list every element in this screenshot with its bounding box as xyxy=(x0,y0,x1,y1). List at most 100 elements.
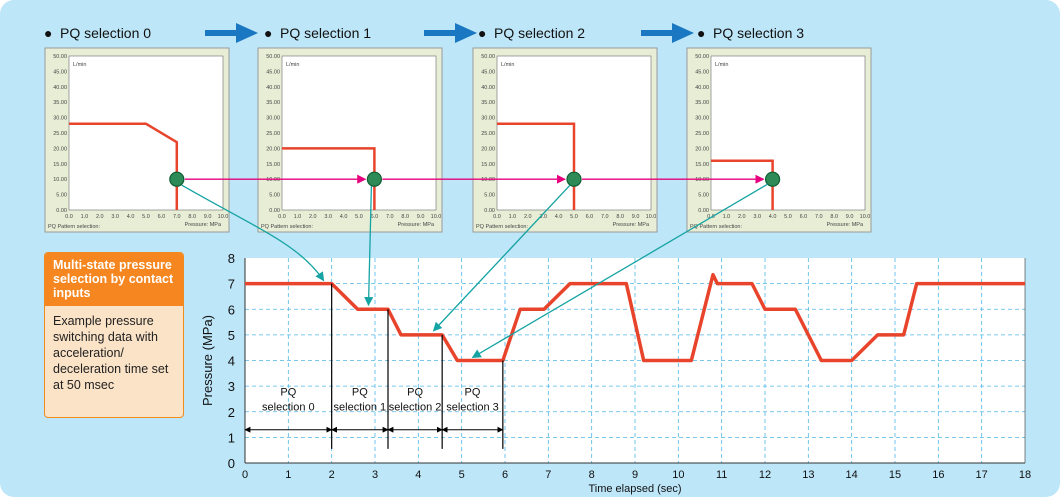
step-bullet-2: ● xyxy=(478,25,486,41)
pq-x-tick: 4.0 xyxy=(127,214,135,220)
pq-x-tick: 6.0 xyxy=(371,214,379,220)
pq-y-tick: 35.00 xyxy=(266,100,280,106)
pq-limit-curve xyxy=(711,159,774,210)
pq-x-tick: 9.0 xyxy=(846,214,854,220)
selection-span-label: PQ xyxy=(465,386,481,398)
pq-y-tick: 25.00 xyxy=(266,131,280,137)
y-tick-label: 6 xyxy=(228,302,235,317)
step-label-0: PQ selection 0 xyxy=(60,25,151,41)
flow-arrow-icon xyxy=(424,23,477,43)
pq-x-tick: 1.0 xyxy=(509,214,517,220)
pq-panel: 50.00 45.00 40.00 35.00 30.00 25.00 20.00 15.00… xyxy=(472,47,658,233)
pq-y-tick: 10.00 xyxy=(53,177,67,183)
x-tick-label: 17 xyxy=(976,469,988,481)
pq-y-tick: 15.00 xyxy=(266,162,280,168)
operating-point-marker xyxy=(566,171,582,187)
callout-box: Multi-state pressure selection by contac… xyxy=(44,252,184,418)
pq-y-tick: 50.00 xyxy=(481,54,495,60)
pq-panel: 50.00 45.00 40.00 35.00 30.00 25.00 20.00 15.00… xyxy=(257,47,443,233)
pq-x-tick: 4.0 xyxy=(769,214,777,220)
operating-point-marker xyxy=(366,171,383,187)
pq-x-tick: 1.0 xyxy=(81,214,89,220)
pq-y-tick: 40.00 xyxy=(53,85,67,91)
operating-point-marker xyxy=(764,171,781,187)
pq-corner-label: PQ Pattern selection: xyxy=(48,224,100,230)
pq-plot-area xyxy=(281,55,437,211)
pq-x-unit: Pressure: MPa xyxy=(185,222,222,228)
pq-y-tick: 30.00 xyxy=(53,116,67,122)
header-steps: ● PQ selection 0 ● PQ selection 1 ● PQ s… xyxy=(44,23,804,43)
x-tick-label: 13 xyxy=(802,469,814,481)
operating-point-marker xyxy=(169,171,185,187)
x-axis-title: Time elapsed (sec) xyxy=(588,483,681,495)
y-tick-label: 3 xyxy=(228,379,235,394)
pq-to-chart-arrow xyxy=(364,186,374,307)
pq-panels: 50.00 45.00 40.00 35.00 30.00 25.00 20.00 15.00… xyxy=(44,47,872,233)
x-tick-label: 10 xyxy=(672,469,684,481)
pq-to-chart-arrow xyxy=(181,184,325,282)
x-tick-label: 6 xyxy=(502,469,508,481)
pq-plot-area xyxy=(68,55,224,211)
pq-y-tick: 35.00 xyxy=(695,100,709,106)
pq-x-tick: 6.0 xyxy=(800,214,808,220)
x-tick-label: 11 xyxy=(716,469,727,481)
pq-x-tick: 3.0 xyxy=(324,214,332,220)
pq-to-chart-arrow xyxy=(432,184,571,332)
selection-span-label: PQ xyxy=(280,386,296,398)
pq-panel: 50.00 45.00 40.00 35.00 30.00 25.00 20.00 15.00… xyxy=(44,47,230,233)
pq-y-tick: 0.00 xyxy=(484,208,495,214)
pq-x-unit: Pressure: MPa xyxy=(398,222,435,228)
pq-y-tick: 35.00 xyxy=(481,100,495,106)
pq-x-tick: 3.0 xyxy=(753,214,761,220)
selection-span-label: selection 1 xyxy=(334,402,387,414)
pq-corner-label: PQ Pattern selection: xyxy=(476,224,528,230)
pq-y-tick: 20.00 xyxy=(266,146,280,152)
y-tick-label: 8 xyxy=(228,251,235,266)
pq-y-tick: 30.00 xyxy=(266,116,280,122)
pq-y-tick: 45.00 xyxy=(266,69,280,75)
pq-x-tick: 8.0 xyxy=(188,214,196,220)
pq-y-tick: 50.00 xyxy=(266,54,280,60)
pq-x-tick: 2.0 xyxy=(309,214,317,220)
pq-corner-label: PQ Pattern selection: xyxy=(690,224,742,230)
pq-x-tick: 5.0 xyxy=(570,214,578,220)
y-tick-label: 5 xyxy=(228,328,235,343)
x-tick-label: 1 xyxy=(285,469,291,481)
flow-arrow-icon xyxy=(205,23,258,43)
pq-x-tick: 1.0 xyxy=(723,214,731,220)
pq-y-tick: 25.00 xyxy=(481,131,495,137)
pq-plot-area xyxy=(710,55,866,211)
pq-panel: 50.00 45.00 40.00 35.00 30.00 25.00 20.00 15.00… xyxy=(686,47,872,233)
pq-x-tick: 8.0 xyxy=(401,214,409,220)
pq-x-tick: 10.0 xyxy=(218,214,229,220)
flow-arrow-icon xyxy=(641,23,694,43)
pq-y-tick: 0.00 xyxy=(269,208,280,214)
x-tick-label: 3 xyxy=(372,469,378,481)
pq-y-tick: 25.00 xyxy=(695,131,709,137)
pq-x-tick: 10.0 xyxy=(860,214,871,220)
selection-span-label: selection 0 xyxy=(262,402,315,414)
x-tick-label: 7 xyxy=(545,469,551,481)
connector-arrows xyxy=(181,174,768,359)
pq-x-tick: 2.0 xyxy=(96,214,104,220)
pq-x-tick: 4.0 xyxy=(340,214,348,220)
pq-y-tick: 40.00 xyxy=(695,85,709,91)
x-tick-label: 5 xyxy=(459,469,465,481)
pq-x-tick: 5.0 xyxy=(784,214,792,220)
pq-y-unit: L/min xyxy=(286,62,299,68)
step-bullet-0: ● xyxy=(44,25,52,41)
pq-y-tick: 5.00 xyxy=(56,193,67,199)
pq-y-tick: 10.00 xyxy=(695,177,709,183)
pq-y-tick: 45.00 xyxy=(481,69,495,75)
pq-x-tick: 7.0 xyxy=(815,214,823,220)
pq-x-tick: 8.0 xyxy=(830,214,838,220)
pq-y-tick: 40.00 xyxy=(266,85,280,91)
y-tick-label: 7 xyxy=(228,277,235,292)
pq-y-tick: 5.00 xyxy=(269,193,280,199)
pq-y-tick: 10.00 xyxy=(481,177,495,183)
step-bullet-1: ● xyxy=(264,25,272,41)
pq-x-tick: 7.0 xyxy=(386,214,394,220)
pq-limit-curve xyxy=(282,147,376,210)
